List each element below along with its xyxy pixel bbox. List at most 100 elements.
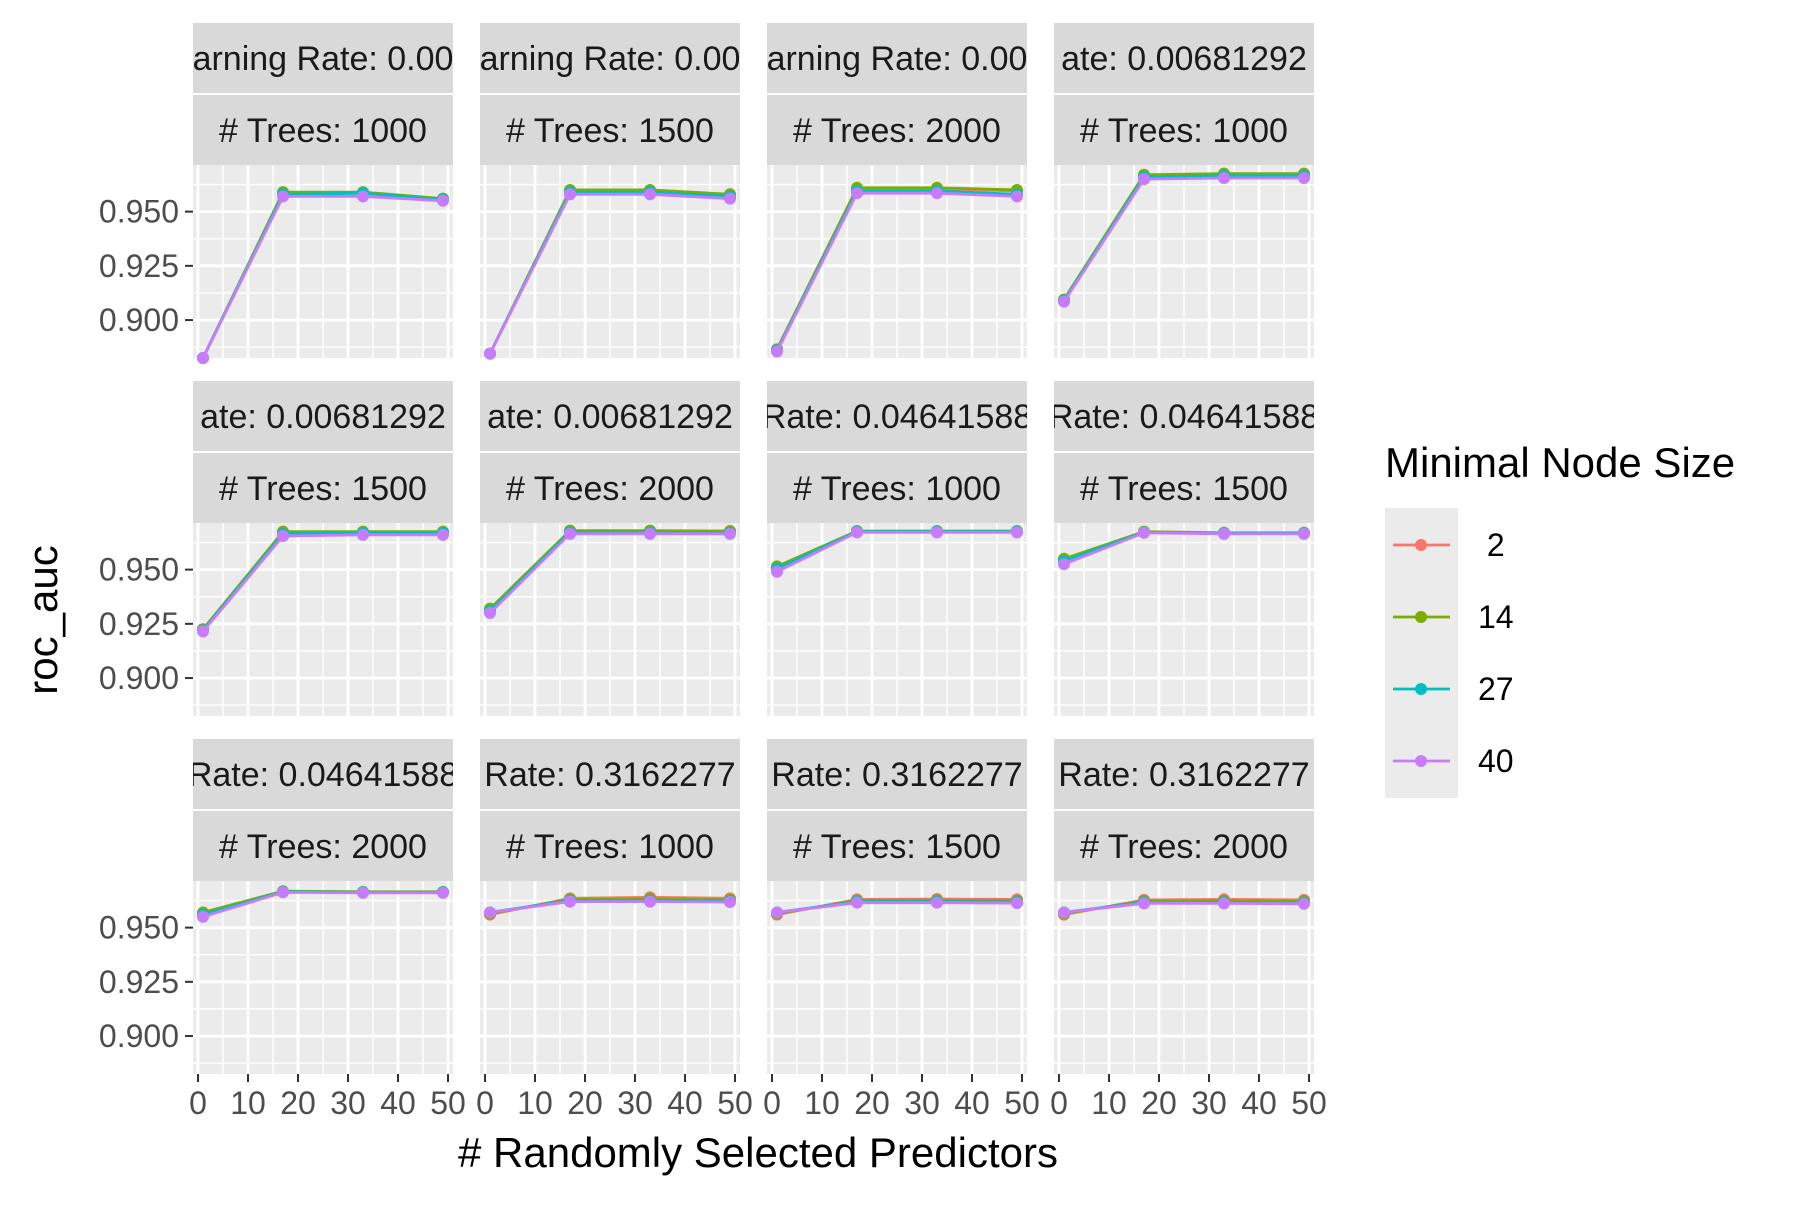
data-point — [851, 526, 863, 539]
legend-key-background — [1385, 508, 1458, 798]
facet-strip-rate — [193, 23, 453, 93]
y-tick-label: 0.925 — [99, 248, 179, 284]
x-tick-label: 30 — [330, 1085, 366, 1121]
data-point — [1298, 172, 1310, 185]
data-point — [1058, 558, 1070, 571]
facet-panel: ate: 0.00681292 # Trees: 1500 0.900 0.925 0.… — [99, 381, 453, 716]
data-point — [1218, 527, 1230, 540]
data-point — [1298, 527, 1310, 540]
data-point — [724, 896, 736, 909]
legend: Minimal Node Size 2 14 27 40 — [1385, 439, 1735, 798]
facet-strip-trees — [480, 95, 740, 165]
x-tick-label: 10 — [517, 1085, 553, 1121]
x-tick-label: 40 — [1241, 1085, 1277, 1121]
facet-strip-rate — [1054, 739, 1314, 809]
x-tick-label: 0 — [1050, 1085, 1068, 1121]
facet-panel: Rate: 0.04641588 # Trees: 2000 0.900 0.925 0… — [99, 739, 466, 1121]
data-point — [724, 527, 736, 540]
facet-strip-trees-label: # Trees: 2000 — [506, 470, 714, 508]
facet-panel: Rate: 0.3162277 # Trees: 2000 0 10 20 30 40 50 — [1050, 739, 1327, 1121]
facet-strip-trees-label: # Trees: 1500 — [219, 470, 427, 508]
data-point — [484, 347, 496, 360]
data-point — [1138, 897, 1150, 910]
series-line — [775, 191, 1018, 353]
y-tick-label: 0.925 — [99, 606, 179, 642]
facet-strip-trees — [1054, 95, 1314, 165]
y-tick-label: 0.950 — [99, 194, 179, 230]
data-point — [197, 625, 209, 638]
y-axis-title: roc_auc — [19, 545, 66, 694]
facet-strip-trees — [767, 811, 1027, 881]
facet-strip-rate — [1054, 381, 1314, 451]
facet-strip-trees — [767, 95, 1027, 165]
facet-strip-rate-label: Rate: 0.3162277 — [771, 756, 1022, 794]
facet-panel: arning Rate: 0.00 # Trees: 2000 — [767, 23, 1027, 358]
facet-panel: Rate: 0.04641588 # Trees: 1500 — [1049, 381, 1319, 716]
legend-key-point — [1415, 611, 1427, 623]
facet-strip-trees-label: # Trees: 1500 — [793, 828, 1001, 866]
facet-strip-trees-label: # Trees: 2000 — [793, 112, 1001, 150]
x-tick-label: 10 — [230, 1085, 266, 1121]
x-tick-label: 40 — [954, 1085, 990, 1121]
data-point — [197, 352, 209, 364]
x-tick-label: 0 — [189, 1085, 207, 1121]
facet-strip-rate — [480, 739, 740, 809]
series-line — [488, 192, 731, 355]
data-point — [851, 187, 863, 200]
series-line — [776, 901, 1018, 914]
facet-strip-trees — [193, 95, 453, 165]
data-point — [931, 187, 943, 200]
data-point — [1218, 172, 1230, 185]
data-point — [724, 192, 736, 205]
data-point — [1011, 526, 1023, 539]
x-tick-label: 20 — [567, 1085, 603, 1121]
facet-strip-rate — [1054, 23, 1314, 93]
data-point — [644, 895, 656, 908]
x-tick-label: 10 — [804, 1085, 840, 1121]
series-line — [201, 533, 443, 633]
data-point — [564, 895, 576, 908]
facet-strip-rate-label: Rate: 0.3162277 — [484, 756, 735, 794]
facet-panel: ate: 0.00681292 # Trees: 1000 — [1054, 23, 1314, 358]
x-tick-label: 30 — [617, 1085, 653, 1121]
data-point — [564, 188, 576, 201]
facet-panel: ate: 0.00681292 # Trees: 2000 — [480, 381, 740, 716]
facet-strip-rate-label: Rate: 0.04641588 — [1049, 398, 1319, 436]
legend-title: Minimal Node Size — [1385, 439, 1735, 486]
x-tick-label: 50 — [717, 1085, 753, 1121]
x-tick-label: 20 — [280, 1085, 316, 1121]
y-tick-label: 0.900 — [99, 1018, 179, 1054]
data-point — [1011, 190, 1023, 203]
facet-panel: arning Rate: 0.00 # Trees: 1000 0.900 0.925… — [99, 23, 454, 364]
series-line — [489, 532, 730, 614]
data-point — [484, 906, 496, 919]
facet-strip-rate — [767, 381, 1027, 451]
facet-strip-trees-label: # Trees: 1500 — [506, 112, 714, 150]
x-tick-label: 50 — [430, 1085, 466, 1121]
x-tick-label: 40 — [667, 1085, 703, 1121]
facet-strip-trees-label: # Trees: 1000 — [219, 112, 427, 150]
data-point — [357, 886, 369, 899]
facet-strip-rate-label: Rate: 0.04641588 — [188, 756, 458, 794]
facet-strip-rate — [767, 23, 1027, 93]
data-point — [564, 527, 576, 540]
data-point — [277, 886, 289, 899]
data-point — [1218, 897, 1230, 910]
data-point — [771, 906, 783, 919]
facet-strip-rate-label: arning Rate: 0.00 — [480, 40, 741, 78]
y-tick-label: 0.950 — [99, 910, 179, 946]
facet-strip-rate-label: arning Rate: 0.00 — [193, 40, 454, 78]
facet-strip-trees-label: # Trees: 1000 — [506, 828, 714, 866]
legend-item-label: 2 — [1478, 527, 1505, 563]
data-point — [277, 530, 289, 543]
facet-strip-rate — [193, 739, 453, 809]
data-point — [1058, 295, 1070, 308]
facet-strip-trees — [480, 811, 740, 881]
facet-strip-trees — [767, 453, 1027, 523]
facet-strip-trees-label: # Trees: 1000 — [793, 470, 1001, 508]
facet-strip-rate-label: Rate: 0.3162277 — [1058, 756, 1309, 794]
x-tick-label: 10 — [1091, 1085, 1127, 1121]
data-point — [1138, 526, 1150, 539]
facet-strip-rate — [767, 739, 1027, 809]
